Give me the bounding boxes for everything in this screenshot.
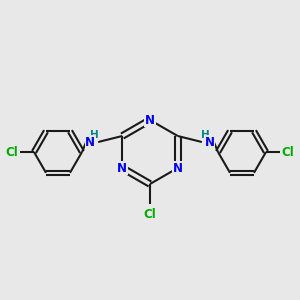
- Text: H: H: [90, 130, 98, 140]
- Text: N: N: [173, 161, 183, 175]
- Text: N: N: [85, 136, 95, 148]
- Text: N: N: [117, 161, 127, 175]
- Text: Cl: Cl: [144, 208, 156, 220]
- Text: Cl: Cl: [282, 146, 294, 158]
- Text: N: N: [205, 136, 215, 148]
- Text: H: H: [202, 130, 210, 140]
- Text: N: N: [145, 113, 155, 127]
- Text: Cl: Cl: [6, 146, 18, 158]
